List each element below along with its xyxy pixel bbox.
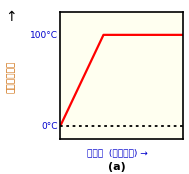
Text: ↑: ↑ xyxy=(5,10,17,24)
Text: समय  (मिनट) →: समय (मिनट) → xyxy=(87,148,148,157)
Text: तापमान: तापमान xyxy=(7,60,16,93)
Text: (a): (a) xyxy=(108,162,126,172)
